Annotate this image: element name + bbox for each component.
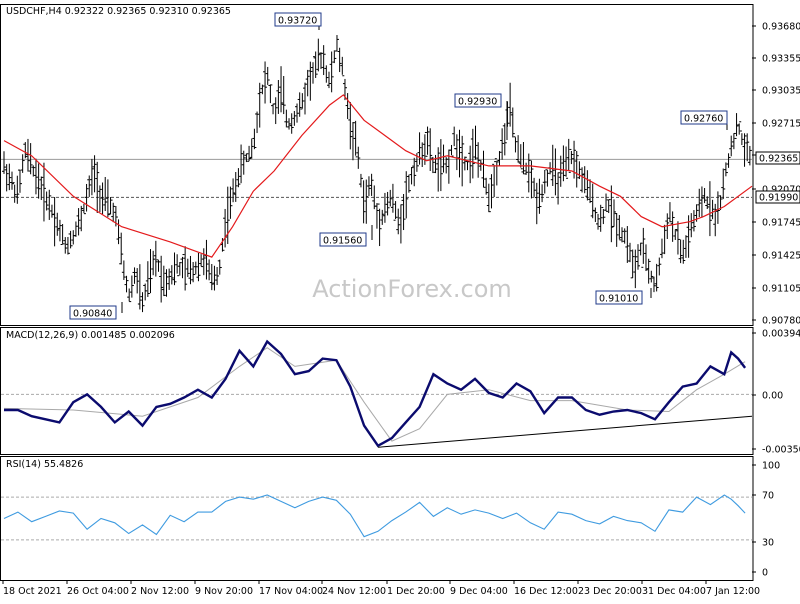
annotation-label: 0.91010: [599, 294, 638, 305]
price-axis-label: 0.90780: [762, 316, 800, 327]
price-pane-title: USDCHF,H4 0.92322 0.92365 0.92310 0.9236…: [6, 6, 231, 17]
price-axis-label: 0.91105: [762, 284, 800, 295]
annotation-label: 0.92930: [458, 97, 497, 108]
macd-axis-label: -0.003506: [762, 445, 800, 456]
rsi-pane-title: RSI(14) 55.4826: [6, 459, 83, 470]
moving-average-line: [3, 94, 753, 258]
macd-axis-label: 0.00: [762, 391, 783, 402]
pane-border-1: [0, 327, 754, 455]
annotation-box: [274, 12, 322, 27]
annotation-label: 0.92760: [684, 114, 723, 125]
time-axis-label: 2 Nov 12:00: [131, 586, 189, 597]
macd-trendline: [377, 415, 753, 448]
macd-line: [4, 339, 747, 448]
price-axis-label: 0.92070: [762, 185, 800, 196]
rsi-axis-label: 0: [762, 568, 768, 579]
time-axis-label: 31 Dec 04:00: [642, 586, 706, 597]
time-axis-label: 1 Dec 20:00: [387, 586, 445, 597]
time-axis-label: 18 Oct 2021: [3, 586, 62, 597]
macd-pane-title: MACD(12,26,9) 0.001485 0.002096: [6, 330, 175, 341]
price-axis-label: 0.93355: [762, 54, 800, 65]
macd-axis-label: 0.003944: [762, 329, 800, 340]
current-price-label: 0.92365: [759, 154, 798, 165]
rsi-axis-label: 70: [762, 491, 774, 502]
pane-border-2: [0, 456, 754, 581]
time-axis-label: 9 Nov 20:00: [195, 586, 253, 597]
rsi-axis-label: 30: [762, 538, 774, 549]
annotation-label: 0.90840: [73, 309, 112, 320]
price-axis-label: 0.93035: [762, 86, 800, 97]
level-line-label-box: [755, 190, 800, 204]
watermark-text: ActionForex.com: [312, 275, 512, 303]
annotation-label: 0.91560: [323, 236, 362, 247]
time-axis-label: 16 Dec 12:00: [514, 586, 578, 597]
rsi-axis-label: 100: [762, 461, 780, 472]
annotation-box: [319, 232, 367, 247]
time-axis-label: 26 Oct 04:00: [67, 586, 129, 597]
price-axis-label: 0.92715: [762, 119, 800, 130]
annotation-label: 0.93720: [278, 16, 317, 27]
rsi-line: [3, 494, 746, 538]
time-axis-label: 24 Nov 12:00: [322, 586, 386, 597]
time-axis-label: 23 Dec 20:00: [578, 586, 642, 597]
annotation-box: [454, 93, 502, 108]
price-axis-label: 0.91425: [762, 251, 800, 262]
annotation-box: [69, 305, 117, 320]
price-axis-label: 0.93680: [762, 22, 800, 33]
level-line-label: 0.91990: [759, 193, 798, 204]
time-axis-label: 7 Jan 12:00: [706, 586, 760, 597]
time-axis-label: 9 Dec 04:00: [450, 586, 508, 597]
annotation-box: [680, 110, 728, 125]
price-axis-label: 0.91745: [762, 218, 800, 229]
time-axis-label: 17 Nov 04:00: [259, 586, 323, 597]
current-price-label-box: [755, 151, 800, 165]
pane-border-0: [0, 4, 754, 326]
annotation-box: [595, 290, 643, 305]
